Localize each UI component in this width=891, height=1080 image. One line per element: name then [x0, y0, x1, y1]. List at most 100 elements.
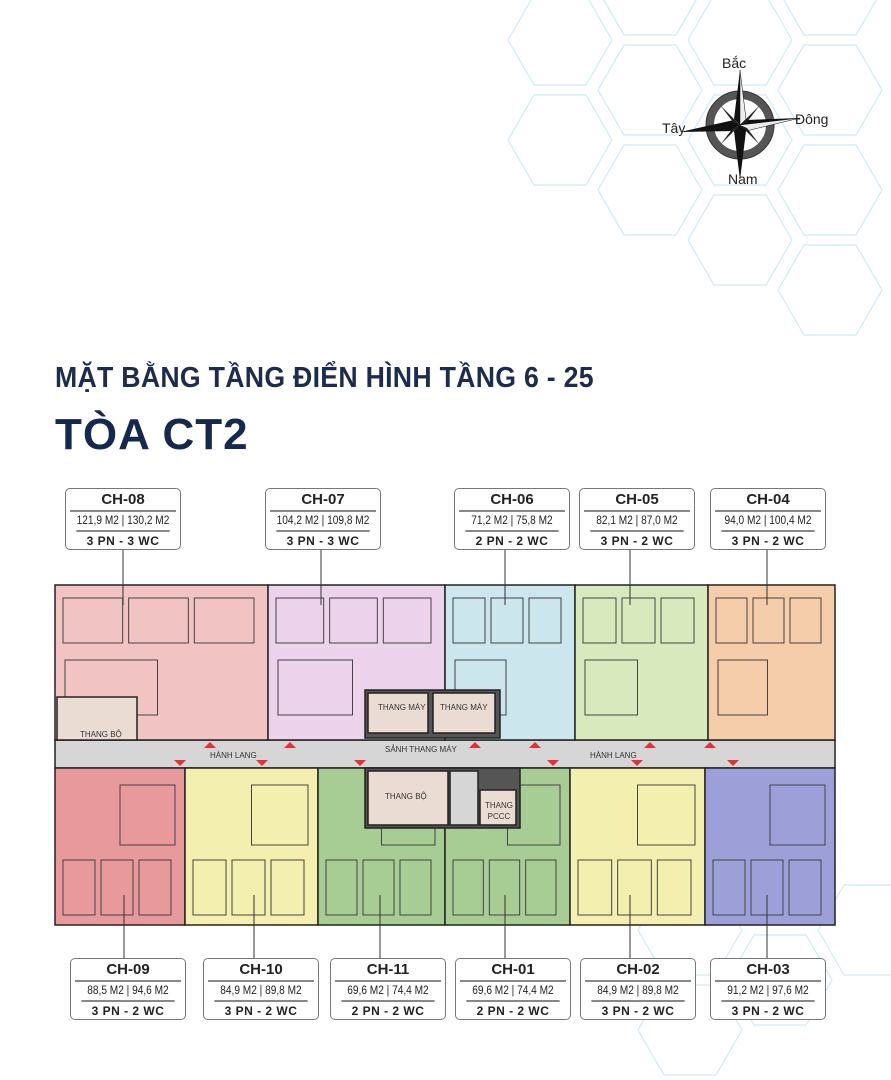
hexagon-decoration	[777, 44, 883, 136]
room-outline	[769, 784, 826, 846]
entry-marker-icon	[354, 760, 366, 766]
entry-marker-icon	[174, 760, 186, 766]
room-outline	[270, 859, 305, 916]
unit-area: 88,5 M2 | 94,6 M2	[81, 982, 175, 1002]
hexagon-decoration	[597, 44, 703, 136]
room-outline	[452, 859, 484, 916]
stair-core-top	[56, 696, 138, 741]
unit-code: CH-09	[75, 959, 181, 982]
unit-code: CH-07	[270, 489, 376, 512]
stair-bottom-label: THANG BỘ	[385, 792, 427, 801]
stair-top-label: THANG BỘ	[80, 730, 122, 739]
unit-area: 69,6 M2 | 74,4 M2	[466, 982, 560, 1002]
unit-callout-ch-07: CH-07 104,2 M2 | 109,8 M2 3 PN - 3 WC	[265, 488, 381, 550]
unit-callout-ch-02: CH-02 84,9 M2 | 89,8 M2 3 PN - 2 WC	[580, 958, 696, 1020]
room-outline	[717, 659, 768, 716]
unit-callout-ch-05: CH-05 82,1 M2 | 87,0 M2 3 PN - 2 WC	[579, 488, 695, 550]
elevator-1-label: THANG MÁY	[378, 703, 426, 712]
hexagon-decoration	[507, 94, 613, 186]
room-outline	[577, 859, 613, 916]
room-outline	[382, 597, 432, 644]
room-outline	[712, 859, 746, 916]
compass-east-label: Đông	[795, 111, 829, 127]
unit-rooms: 3 PN - 3 WC	[86, 534, 160, 548]
unit-callout-ch-09: CH-09 88,5 M2 | 94,6 M2 3 PN - 2 WC	[70, 958, 186, 1020]
hexagon-decoration	[687, 94, 793, 186]
unit-rooms: 3 PN - 2 WC	[731, 534, 805, 548]
unit-rooms: 3 PN - 2 WC	[601, 1004, 675, 1018]
room-outline	[788, 859, 822, 916]
unit-code: CH-05	[584, 489, 690, 512]
fire-stair-label: THANG PCCC	[485, 801, 513, 821]
unit-area: 84,9 M2 | 89,8 M2	[214, 982, 308, 1002]
unit-ch-04	[707, 584, 836, 741]
service-shaft	[449, 770, 479, 826]
hexagon-decoration	[777, 144, 883, 236]
entry-marker-icon	[469, 742, 481, 748]
entry-marker-icon	[631, 760, 643, 766]
room-outline	[621, 597, 656, 644]
room-outline	[399, 859, 432, 916]
hexagon-decoration	[507, 0, 613, 86]
entry-marker-icon	[704, 742, 716, 748]
unit-area: 91,2 M2 | 97,6 M2	[721, 982, 815, 1002]
room-outline	[329, 597, 378, 644]
unit-code: CH-02	[585, 959, 691, 982]
hexagon-decoration	[597, 144, 703, 236]
room-outline	[277, 659, 353, 716]
unit-code: CH-03	[715, 959, 821, 982]
unit-callout-ch-03: CH-03 91,2 M2 | 97,6 M2 3 PN - 2 WC	[710, 958, 826, 1020]
unit-rooms: 2 PN - 2 WC	[476, 1004, 550, 1018]
fire-stair	[479, 789, 517, 826]
room-outline	[490, 597, 524, 644]
room-outline	[660, 597, 695, 644]
unit-area: 82,1 M2 | 87,0 M2	[590, 512, 684, 532]
unit-ch-05	[574, 584, 709, 741]
unit-callout-ch-04: CH-04 94,0 M2 | 100,4 M2 3 PN - 2 WC	[710, 488, 826, 550]
elevator-2-label: THANG MÁY	[440, 703, 488, 712]
hexagon-decoration	[777, 244, 883, 336]
hexagon-decoration	[603, 0, 697, 36]
entry-marker-icon	[529, 742, 541, 748]
unit-rooms: 3 PN - 2 WC	[224, 1004, 298, 1018]
room-outline	[452, 597, 486, 644]
unit-callout-ch-10: CH-10 84,9 M2 | 89,8 M2 3 PN - 2 WC	[203, 958, 319, 1020]
room-outline	[617, 859, 652, 916]
unit-rooms: 3 PN - 3 WC	[286, 534, 360, 548]
room-outline	[582, 597, 617, 644]
room-outline	[119, 784, 176, 846]
entry-marker-icon	[727, 760, 739, 766]
hexagon-decoration	[687, 194, 793, 286]
room-outline	[62, 597, 124, 644]
entry-marker-icon	[284, 742, 296, 748]
unit-area: 84,9 M2 | 89,8 M2	[591, 982, 685, 1002]
room-outline	[192, 859, 227, 916]
unit-area: 104,2 M2 | 109,8 M2	[276, 512, 370, 532]
compass-south-label: Nam	[728, 171, 758, 187]
corridor-right-label: HÀNH LANG	[590, 751, 637, 760]
unit-callout-ch-06: CH-06 71,2 M2 | 75,8 M2 2 PN - 2 WC	[454, 488, 570, 550]
room-outline	[525, 859, 557, 916]
room-outline	[62, 859, 96, 916]
unit-area: 71,2 M2 | 75,8 M2	[465, 512, 559, 532]
unit-area: 69,6 M2 | 74,4 M2	[341, 982, 435, 1002]
stair-core-bottom	[367, 770, 449, 826]
compass-west-label: Tây	[662, 120, 686, 136]
unit-callout-ch-11: CH-11 69,6 M2 | 74,4 M2 2 PN - 2 WC	[330, 958, 446, 1020]
room-outline	[100, 859, 134, 916]
room-outline	[528, 597, 562, 644]
room-outline	[752, 597, 785, 644]
room-outline	[325, 859, 358, 916]
lobby-label: SẢNH THANG MÁY	[385, 745, 457, 754]
unit-rooms: 3 PN - 2 WC	[91, 1004, 165, 1018]
unit-code: CH-01	[460, 959, 566, 982]
unit-code: CH-11	[335, 959, 441, 982]
elevator-2	[432, 692, 496, 734]
compass-north-label: Bắc	[722, 55, 747, 71]
unit-callout-ch-01: CH-01 69,6 M2 | 74,4 M2 2 PN - 2 WC	[455, 958, 571, 1020]
hexagon-decoration	[817, 884, 891, 976]
unit-area: 121,9 M2 | 130,2 M2	[76, 512, 170, 532]
room-outline	[231, 859, 266, 916]
unit-rooms: 3 PN - 2 WC	[731, 1004, 805, 1018]
